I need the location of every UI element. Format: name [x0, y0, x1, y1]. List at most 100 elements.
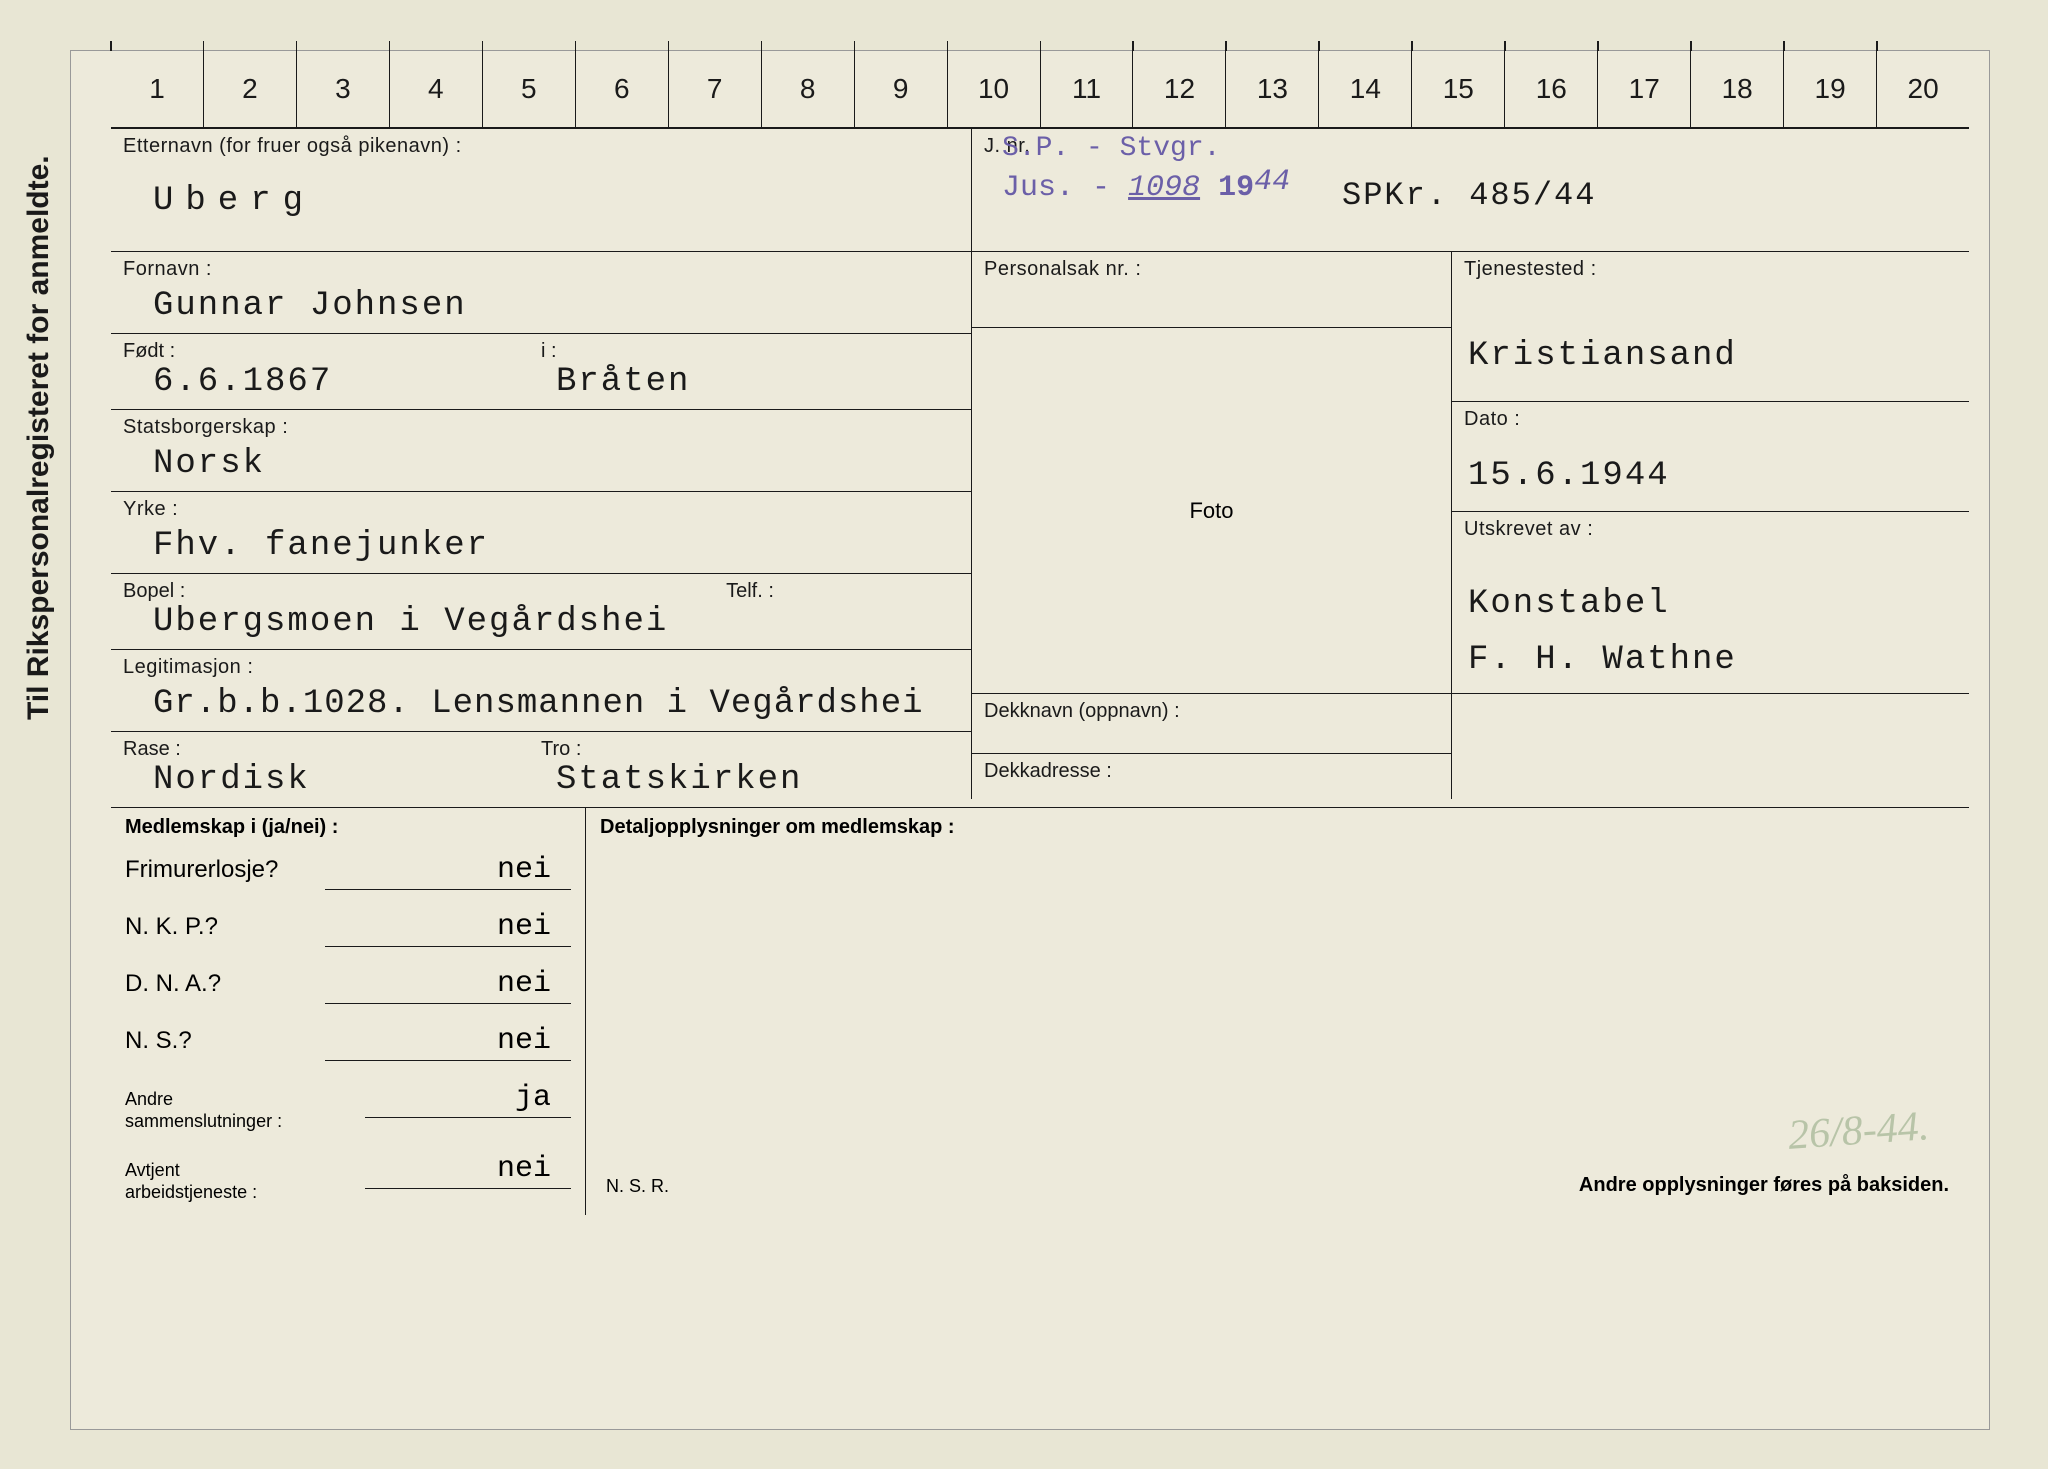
ruler-cell: 3 [296, 51, 389, 127]
spkr-value: SPKr. 485/44 [1342, 177, 1596, 214]
main-grid: Etternavn (for fruer også pikenavn) : Ub… [111, 129, 1969, 807]
telf-label: Telf. : [541, 580, 959, 603]
dato-field: Dato : 15.6.1944 [1451, 402, 1969, 512]
stamp-19: 19 [1218, 171, 1254, 205]
yrke-label: Yrke : [123, 498, 959, 521]
bopel-label: Bopel : [123, 580, 541, 603]
vertical-title: Til Rikspersonalregisteret for anmeldte. [22, 155, 56, 720]
legit-value: Gr.b.b.1028. Lensmannen i Vegårdshei [123, 685, 959, 727]
bopel-field: Bopel : Telf. : Ubergsmoen i Vegårdshei [111, 574, 971, 650]
utskrevet-value1: Konstabel [1464, 547, 1957, 623]
ruler-cell: 5 [482, 51, 575, 127]
etternavn-value: Uberg [123, 164, 959, 220]
yrke-field: Yrke : Fhv. fanejunker [111, 492, 971, 574]
yrke-value: Fhv. fanejunker [123, 527, 959, 569]
fodt-value: 6.6.1867 [123, 363, 556, 405]
details-panel: Detaljopplysninger om medlemskap : 26/8-… [586, 808, 1969, 1215]
rase-value: Nordisk [123, 761, 556, 803]
jnr-field: J. nr. : S.P. - Stvgr. Jus. - 1098 1944 … [971, 129, 1969, 252]
tro-label: Tro : [541, 738, 959, 761]
fodt-label: Født : [123, 340, 541, 363]
fornavn-label: Fornavn : [123, 258, 959, 281]
membership-answer: nei [325, 967, 571, 1004]
fodt-sted-value: Bråten [556, 363, 959, 405]
ruler-cell: 7 [668, 51, 761, 127]
ruler-cell: 17 [1597, 51, 1690, 127]
utskrevet-value2: F. H. Wathne [1464, 623, 1957, 679]
personalisak-label: Personalsak nr. : [984, 258, 1439, 281]
membership-answer: nei [325, 1024, 571, 1061]
dato-value: 15.6.1944 [1464, 437, 1957, 495]
right-empty [1451, 694, 1969, 799]
ruler-cell: 12 [1132, 51, 1225, 127]
stamp-jus-prefix: Jus. - [1002, 171, 1110, 205]
stamp-1098: 1098 [1128, 171, 1200, 205]
avtjent-label: Avtjent arbeidstjeneste : [125, 1160, 365, 1203]
bottom-section: Medlemskap i (ja/nei) : Frimurerlosje?ne… [111, 807, 1969, 1215]
tjenestested-field: Tjenestested : Kristiansand [1451, 252, 1969, 402]
andre-row: Andre sammenslutninger : ja [125, 1081, 571, 1132]
legit-label: Legitimasjon : [123, 656, 959, 679]
avtjent-row: Avtjent arbeidstjeneste : nei [125, 1152, 571, 1203]
foto-label: Foto [1189, 498, 1233, 524]
ruler-cell: 9 [854, 51, 947, 127]
personalisak-field: Personalsak nr. : [971, 252, 1451, 328]
utskrevet-label: Utskrevet av : [1464, 518, 1957, 541]
details-header: Detaljopplysninger om medlemskap : [600, 816, 1955, 839]
fornavn-value: Gunnar Johnsen [123, 287, 959, 329]
membership-row: Frimurerlosje?nei [125, 853, 571, 890]
ruler-cell: 11 [1040, 51, 1133, 127]
registration-card: 1234567891011121314151617181920 Etternav… [70, 50, 1990, 1430]
rase-label: Rase : [123, 738, 541, 761]
ruler-cell: 4 [389, 51, 482, 127]
membership-question: N. K. P.? [125, 913, 325, 941]
baksiden-note: Andre opplysninger føres på baksiden. [1579, 1174, 1949, 1197]
utskrevet-field: Utskrevet av : Konstabel F. H. Wathne [1451, 512, 1969, 694]
ruler-cell: 6 [575, 51, 668, 127]
dekknavn-field: Dekknavn (oppnavn) : [971, 694, 1451, 754]
ruler-cell: 13 [1225, 51, 1318, 127]
rase-tro-field: Rase : Tro : Nordisk Statskirken [111, 732, 971, 807]
stats-field: Statsborgerskap : Norsk [111, 410, 971, 492]
right-column: Tjenestested : Kristiansand Dato : 15.6.… [1451, 252, 1969, 807]
ruler-cell: 10 [947, 51, 1040, 127]
ruler-cell: 20 [1876, 51, 1969, 127]
andre-value: ja [365, 1081, 571, 1118]
tjenestested-label: Tjenestested : [1464, 258, 1957, 281]
tro-value: Statskirken [556, 761, 959, 803]
membership-question: Frimurerlosje? [125, 856, 325, 884]
stats-value: Norsk [123, 445, 959, 487]
dekknavn-label: Dekknavn (oppnavn) : [984, 700, 1180, 722]
ruler-cell: 1 [111, 51, 203, 127]
membership-question: N. S.? [125, 1027, 325, 1055]
membership-row: N. S.?nei [125, 1024, 571, 1061]
foto-box: Foto [971, 328, 1451, 694]
mid-column: Personalsak nr. : Foto Dekknavn (oppnavn… [971, 252, 1451, 807]
legit-field: Legitimasjon : Gr.b.b.1028. Lensmannen i… [111, 650, 971, 732]
ruler-cell: 16 [1504, 51, 1597, 127]
etternavn-label: Etternavn (for fruer også pikenavn) : [123, 135, 959, 158]
stamp-jus: Jus. - 1098 1944 [1002, 171, 1290, 205]
membership-question: D. N. A.? [125, 970, 325, 998]
stamp-sp-stvgr: S.P. - Stvgr. [1002, 133, 1220, 164]
ruler-cell: 2 [203, 51, 296, 127]
membership-answer: nei [325, 853, 571, 890]
membership-row: N. K. P.?nei [125, 910, 571, 947]
dato-label: Dato : [1464, 408, 1957, 431]
membership-row: D. N. A.?nei [125, 967, 571, 1004]
ruler-cell: 15 [1411, 51, 1504, 127]
dekkadresse-label: Dekkadresse : [984, 760, 1112, 782]
handwritten-date: 26/8-44. [1786, 1103, 1930, 1161]
ruler-cell: 8 [761, 51, 854, 127]
fornavn-field: Fornavn : Gunnar Johnsen [111, 252, 971, 334]
right-block: J. nr. : S.P. - Stvgr. Jus. - 1098 1944 … [971, 129, 1969, 807]
dekkadresse-field: Dekkadresse : [971, 754, 1451, 799]
membership-panel: Medlemskap i (ja/nei) : Frimurerlosje?ne… [111, 808, 586, 1215]
i-label: i : [541, 340, 959, 363]
membership-header: Medlemskap i (ja/nei) : [125, 816, 571, 839]
tjenestested-value: Kristiansand [1464, 287, 1957, 375]
ruler-cell: 18 [1690, 51, 1783, 127]
fodt-field: Født : i : 6.6.1867 Bråten [111, 334, 971, 410]
nsr-mark: N. S. R. [606, 1176, 669, 1197]
etternavn-field: Etternavn (for fruer også pikenavn) : Ub… [111, 129, 971, 252]
